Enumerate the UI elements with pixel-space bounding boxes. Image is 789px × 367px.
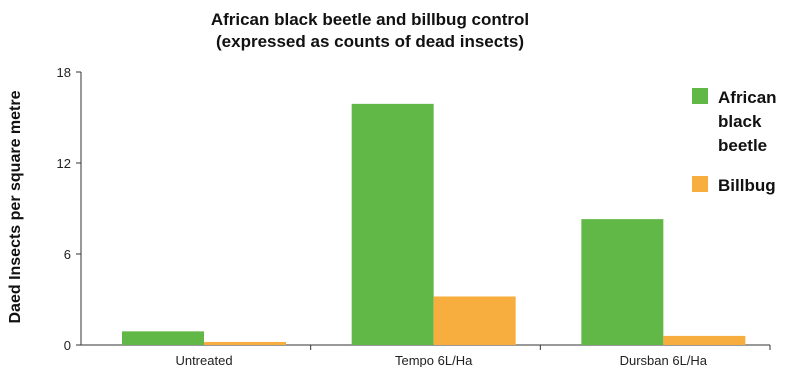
bar-billbug-2	[663, 335, 746, 345]
legend-swatch-african-black-beetle	[692, 88, 708, 104]
y-tick-label: 18	[57, 65, 71, 80]
bar-african-black-beetle-1	[351, 103, 434, 345]
bar-african-black-beetle-0	[122, 331, 204, 345]
chart-title: African black beetle and billbug control	[210, 10, 530, 29]
legend-label-african-black-beetle: African black beetle	[718, 88, 777, 155]
x-tick-label: Dursban 6L/Ha	[620, 353, 708, 367]
bar-billbug-0	[204, 341, 286, 345]
legend-label-billbug: Billbug	[718, 176, 776, 195]
x-tick-label: Untreated	[175, 353, 232, 367]
y-tick-label: 0	[64, 338, 71, 353]
y-tick-label: 6	[64, 247, 71, 262]
x-tick-label: Tempo 6L/Ha	[395, 353, 473, 367]
bar-billbug-1	[433, 296, 516, 345]
y-tick-label: 12	[57, 156, 71, 171]
bar-african-black-beetle-2	[581, 219, 664, 345]
chart-subtitle: (expressed as counts of dead insects)	[216, 32, 524, 51]
legend-swatch-billbug	[692, 176, 708, 192]
